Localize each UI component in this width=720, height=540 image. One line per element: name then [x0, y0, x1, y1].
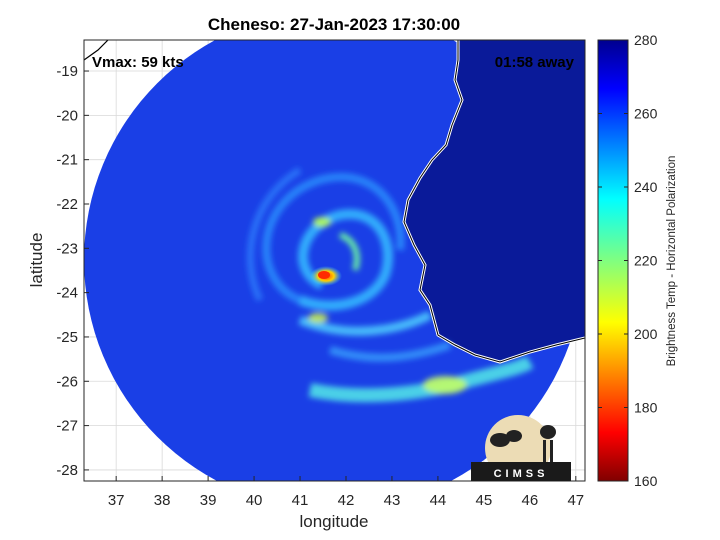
x-tick-label: 44 — [430, 492, 447, 509]
logo-tower-leg — [550, 440, 553, 462]
chart-title: Cheneso: 27-Jan-2023 17:30:00 — [208, 15, 460, 34]
colorbar-tick-label: 240 — [634, 179, 658, 195]
vmax-annotation: Vmax: 59 kts — [92, 54, 184, 71]
x-tick-label: 46 — [522, 492, 539, 509]
y-tick-label: -24 — [56, 285, 78, 302]
spiral-band-outer — [262, 173, 405, 304]
y-tick-label: -21 — [56, 152, 78, 169]
hotspot-southeast — [423, 376, 467, 394]
y-axis: -19 -20 -21 -22 -23 -24 -25 -26 -27 -28 — [56, 63, 89, 479]
colorbar-tick-label: 280 — [634, 32, 658, 48]
x-tick-label: 39 — [200, 492, 217, 509]
colorbar-label: Brightness Temp - Horizontal Polarizatio… — [666, 156, 678, 367]
axes-frame — [83, 39, 586, 482]
logo-tower-leg — [543, 440, 546, 462]
y-tick-label: -27 — [56, 418, 78, 435]
colorbar-tick-label: 180 — [634, 400, 658, 416]
spiral-band-inner — [298, 209, 393, 311]
logo-dish — [506, 430, 522, 442]
band-west — [246, 167, 302, 302]
band-far-south — [328, 341, 452, 362]
x-tick-label: 43 — [384, 492, 401, 509]
x-tick-label: 37 — [108, 492, 125, 509]
band-north-yellow — [313, 217, 331, 227]
colorbar-tick-label: 160 — [634, 473, 658, 489]
x-axis-label: longitude — [299, 512, 368, 531]
y-axis-label: latitude — [27, 233, 46, 288]
x-axis: 37 38 39 40 41 42 43 44 45 46 47 — [108, 476, 584, 509]
coastline-edge — [403, 40, 585, 363]
logo-dish — [490, 433, 510, 447]
band-south-yellow — [308, 313, 328, 323]
eye-core — [318, 271, 330, 279]
y-tick-label: -22 — [56, 196, 78, 213]
colorbar-tick-label: 220 — [634, 253, 658, 269]
x-tick-label: 38 — [154, 492, 171, 509]
colorbar-tick-label: 260 — [634, 106, 658, 122]
x-tick-label: 47 — [567, 492, 584, 509]
colorbar — [597, 39, 629, 482]
colorbar-ticks: 160 180 200 220 240 260 280 — [598, 32, 658, 489]
coastline-mozambique — [84, 40, 109, 61]
rainband-features — [246, 167, 534, 403]
cimss-logo: CIMSS — [471, 415, 571, 481]
land-region — [404, 40, 585, 362]
x-tick-label: 42 — [338, 492, 355, 509]
y-tick-label: -20 — [56, 107, 78, 124]
y-tick-label: -28 — [56, 462, 78, 479]
x-tick-label: 45 — [476, 492, 493, 509]
colorbar-tick-label: 200 — [634, 326, 658, 342]
y-tick-label: -23 — [56, 240, 78, 257]
y-tick-label: -25 — [56, 329, 78, 346]
logo-text: CIMSS — [494, 468, 549, 480]
band-inner-ring — [338, 232, 360, 271]
swath-image — [84, 40, 585, 481]
logo-base — [471, 462, 571, 481]
x-tick-label: 41 — [292, 492, 309, 509]
time-away-annotation: 01:58 away — [495, 54, 575, 71]
band-south — [298, 310, 433, 336]
y-tick-label: -26 — [56, 373, 78, 390]
logo-water-tank — [540, 425, 556, 439]
y-tick-label: -19 — [56, 63, 78, 80]
x-tick-label: 40 — [246, 492, 263, 509]
